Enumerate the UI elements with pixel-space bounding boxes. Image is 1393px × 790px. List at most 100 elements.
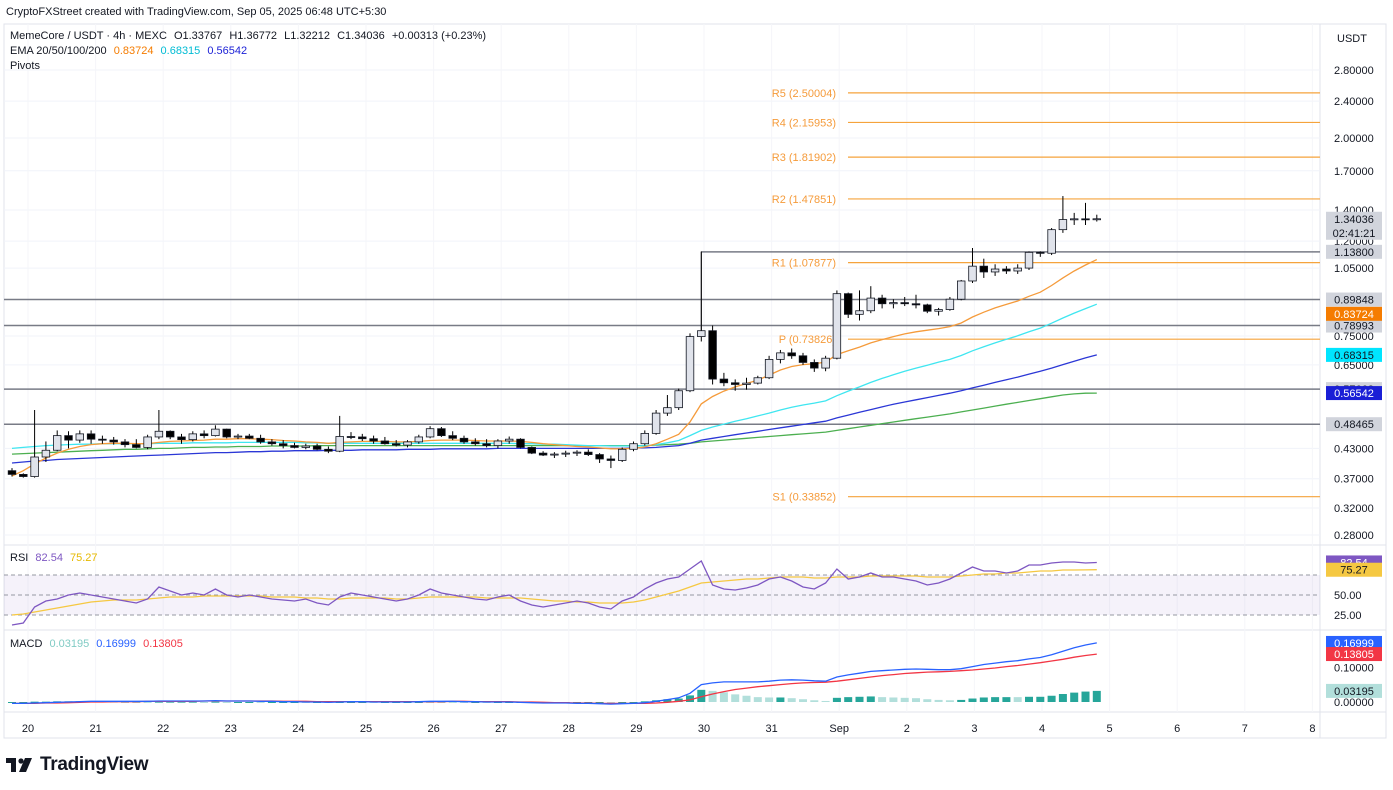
- candle-body: [75, 433, 84, 441]
- macd-histogram-bar: [448, 702, 457, 703]
- macd-histogram-bar: [211, 701, 220, 703]
- candle-body: [697, 330, 706, 337]
- time-tick-label: 21: [89, 723, 101, 735]
- macd-line: [12, 642, 1097, 705]
- price-tag: [1326, 386, 1382, 401]
- tradingview-mark-icon: [6, 757, 32, 772]
- candle-body: [1047, 229, 1056, 254]
- level-tag-label: 0.48465: [1334, 419, 1374, 431]
- candle-body: [120, 441, 130, 446]
- candle-body: [30, 456, 39, 477]
- tradingview-logo[interactable]: TradingView: [6, 754, 149, 776]
- macd-histogram-bar: [719, 692, 728, 702]
- macd-histogram-bar: [799, 699, 807, 702]
- macd-histogram-bar: [945, 700, 954, 702]
- candle-body: [403, 441, 412, 446]
- candle-body: [753, 377, 762, 384]
- candle-body: [832, 293, 842, 359]
- pivots-legend[interactable]: Pivots: [10, 60, 44, 72]
- macd-histogram-bar: [1036, 696, 1045, 702]
- macd-histogram-bar: [1025, 696, 1033, 702]
- candle-body: [629, 443, 638, 450]
- macd-histogram-bar: [832, 697, 841, 702]
- macd-tick-label: 0.00000: [1334, 697, 1374, 709]
- pivot-label: R5 (2.50004): [772, 88, 836, 100]
- candle-body: [674, 390, 683, 409]
- macd-histogram-bar: [460, 702, 468, 703]
- macd-line-value: 0.16999: [96, 638, 137, 650]
- macd-histogram-bar: [753, 697, 762, 702]
- rsi-tick-label: 25.00: [1334, 610, 1362, 622]
- candle-body: [324, 448, 333, 452]
- symbol-label[interactable]: MemeCore / USDT · 4h · MEXC: [10, 30, 167, 42]
- level-tag-label: 1.13800: [1334, 247, 1374, 259]
- candle-body: [742, 382, 751, 385]
- time-tick-label: 3: [971, 723, 977, 735]
- candle-body: [425, 428, 435, 438]
- time-tick-label: 25: [360, 723, 372, 735]
- macd-histogram-bar: [810, 700, 819, 702]
- candle-body: [1081, 218, 1090, 221]
- candle-body: [1070, 218, 1079, 221]
- currency-label: USDT: [1337, 33, 1367, 45]
- macd-histogram-bar: [279, 702, 288, 703]
- candle-body: [945, 298, 955, 310]
- macd-histogram-bar: [188, 701, 197, 703]
- time-tick-label: 2: [904, 723, 910, 735]
- rsi-legend[interactable]: RSI 82.54 75.27: [10, 552, 102, 564]
- rsi-ma-tag-label: 75.27: [1340, 565, 1368, 577]
- time-tick-label: 24: [292, 723, 304, 735]
- candle-body: [855, 310, 864, 315]
- price-tag: [1326, 211, 1382, 240]
- time-tick-label: 26: [427, 723, 439, 735]
- time-tick-label: 23: [225, 723, 237, 735]
- price-tick-label: 1.05000: [1334, 263, 1374, 275]
- candle-body: [369, 438, 378, 442]
- macd-histogram-bar: [844, 697, 853, 702]
- rsi-ma-tag: [1326, 562, 1382, 577]
- candle-body: [663, 407, 672, 414]
- macd-histogram-bar: [629, 702, 638, 703]
- time-tick-label: 7: [1242, 723, 1248, 735]
- rsi-line: [11, 560, 1097, 626]
- macd-legend[interactable]: MACD 0.03195 0.16999 0.13805: [10, 638, 187, 650]
- candle-body: [719, 378, 729, 384]
- brand-name: TradingView: [40, 754, 149, 775]
- macd-histogram-bar: [1058, 694, 1067, 702]
- candle-body: [889, 302, 898, 305]
- level-tag: [1326, 244, 1382, 259]
- candle-body: [41, 449, 51, 458]
- level-tag-label: 0.78993: [1334, 321, 1374, 333]
- macd-histogram-bar: [776, 697, 785, 702]
- candle-body: [256, 437, 265, 443]
- candle-body: [199, 433, 209, 437]
- candle-body: [335, 436, 344, 452]
- attribution: CryptoFXStreet created with TradingView.…: [6, 6, 387, 18]
- candle-body: [618, 448, 627, 461]
- candle-body: [64, 435, 73, 441]
- macd-histogram-bar: [1002, 697, 1011, 702]
- candle-body: [538, 452, 548, 456]
- candle-body: [86, 433, 96, 440]
- candle-body: [990, 268, 1000, 273]
- time-tick-label: 4: [1039, 723, 1045, 735]
- candle-body: [245, 435, 254, 439]
- price-tag-label: 0.68315: [1334, 350, 1374, 362]
- time-tick-label: 6: [1174, 723, 1180, 735]
- macd-hist-value: 0.03195: [49, 638, 90, 650]
- ema-legend[interactable]: EMA 20/50/100/200 0.83724 0.68315 0.5654…: [10, 45, 251, 57]
- candle-body: [414, 436, 423, 443]
- price-tag-label: 0.56542: [1334, 388, 1374, 400]
- macd-histogram-bar: [900, 697, 909, 702]
- macd-histogram-bar: [290, 702, 299, 703]
- candle-body: [98, 438, 107, 441]
- macd-tag-label: 0.16999: [1334, 638, 1374, 650]
- candle-body: [934, 309, 943, 312]
- macd-histogram-bar: [878, 697, 887, 702]
- macd-histogram-bar: [143, 702, 152, 703]
- price-tick-label: 0.65000: [1334, 360, 1374, 372]
- candle-body: [312, 445, 322, 450]
- ema20-value: 0.83724: [113, 45, 154, 57]
- price-tag: [1326, 347, 1382, 362]
